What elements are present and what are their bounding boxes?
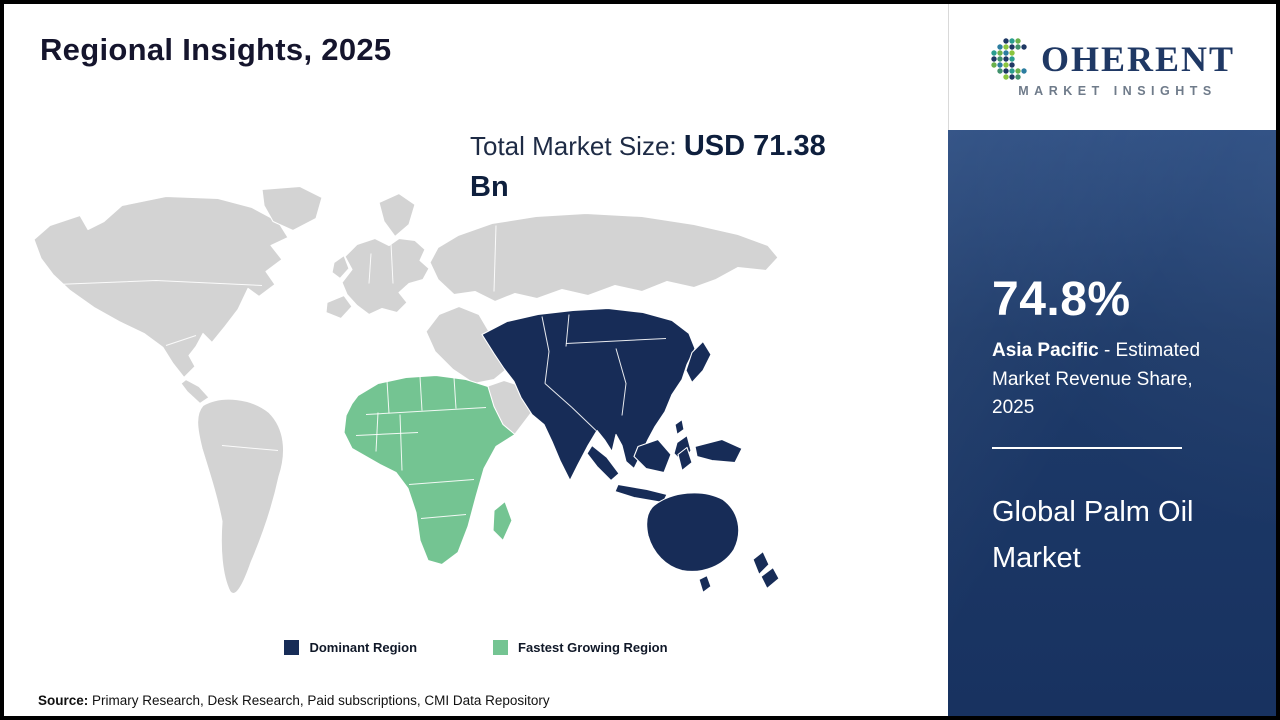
source-label: Source: <box>38 693 89 708</box>
country-border-lines <box>55 225 667 519</box>
region-sulawesi <box>677 446 693 472</box>
sidebar-panel: 74.8% Asia Pacific - Estimated Market Re… <box>948 130 1276 716</box>
region-tasmania <box>698 574 712 594</box>
stat-rest: - Estimated Market Revenue Share, 2025 <box>992 340 1201 418</box>
stat-description: Asia Pacific - Estimated Market Revenue … <box>992 337 1227 423</box>
total-market-size-label: Total Market Size: <box>470 131 684 161</box>
region-dominant-asia-pacific <box>481 307 780 594</box>
legend-label-dominant: Dominant Region <box>309 640 418 655</box>
legend-item-dominant: Dominant Region <box>284 640 417 655</box>
legend-swatch-fastest-growing <box>493 640 509 655</box>
region-sumatra <box>586 444 620 482</box>
region-new-zealand-north <box>752 550 770 576</box>
right-column: OHERENT MARKET INSIGHTS 74.8% Asia Pacif… <box>948 4 1276 716</box>
legend-label-fastest-growing: Fastest Growing Region <box>518 640 668 655</box>
page-title: Regional Insights, 2025 <box>40 32 392 67</box>
region-fastest-growing-africa <box>343 374 516 566</box>
region-borneo <box>633 438 672 474</box>
region-asia-mainland <box>481 307 696 482</box>
logo-subtitle: MARKET INSIGHTS <box>1018 84 1217 98</box>
region-rest-of-world <box>33 185 779 594</box>
source-text: Primary Research, Desk Research, Paid su… <box>88 693 550 708</box>
region-south-america <box>197 398 285 594</box>
world-map <box>33 185 780 594</box>
stat-region: Asia Pacific <box>992 340 1099 361</box>
source-note: Source: Primary Research, Desk Research,… <box>38 693 550 708</box>
region-java <box>614 483 668 504</box>
region-united-kingdom <box>331 254 350 280</box>
region-new-guinea <box>694 438 743 464</box>
region-north-america <box>33 195 289 379</box>
market-name: Global Palm Oil Market <box>992 495 1194 574</box>
region-madagascar <box>492 500 513 542</box>
region-australia <box>646 492 740 572</box>
total-market-size: Total Market Size: USD 71.38 Bn <box>470 126 870 207</box>
legend-swatch-dominant <box>284 640 300 655</box>
region-greenland <box>261 185 323 232</box>
region-central-america <box>180 378 210 405</box>
logo-row: OHERENT <box>990 36 1235 82</box>
region-iberia <box>325 294 353 320</box>
total-market-size-value: USD 71.38 Bn <box>470 130 826 203</box>
region-europe <box>341 237 430 316</box>
map-legend: Dominant Region Fastest Growing Region <box>4 640 948 655</box>
main-content: Regional Insights, 2025 Total Market Siz… <box>4 4 948 716</box>
brand-logo: OHERENT MARKET INSIGHTS <box>948 4 1276 130</box>
logo-wordmark: OHERENT <box>1040 39 1236 79</box>
region-taiwan <box>674 418 685 436</box>
region-new-zealand-south <box>760 566 780 590</box>
logo-c-icon <box>991 38 1027 80</box>
region-scandinavia <box>378 192 416 238</box>
divider-line <box>992 446 1182 449</box>
region-russia <box>429 212 779 303</box>
region-japan <box>685 340 712 384</box>
stat-value: 74.8% <box>992 273 1131 326</box>
legend-item-fastest-growing: Fastest Growing Region <box>493 640 668 655</box>
region-africa <box>343 374 516 566</box>
